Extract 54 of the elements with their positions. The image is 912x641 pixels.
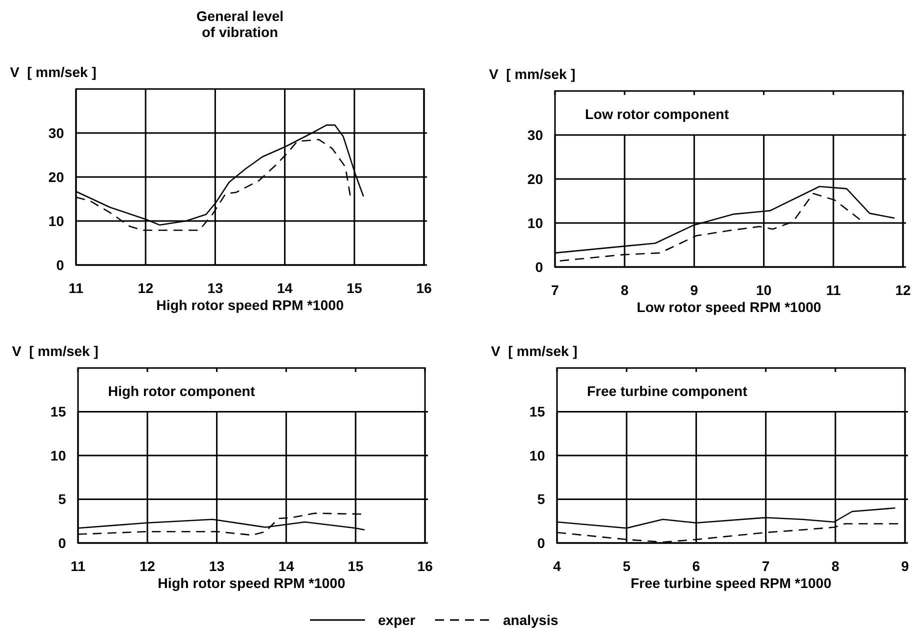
y-axis-title: V [ mm/sek ] xyxy=(10,64,96,80)
x-tick-label: 11 xyxy=(70,558,86,574)
legend-label: exper xyxy=(378,612,416,628)
y-tick-label: 0 xyxy=(535,258,544,275)
y-axis-title: V [ mm/sek ] xyxy=(489,66,576,82)
x-tick-label: 16 xyxy=(416,280,432,296)
x-tick-label: 5 xyxy=(622,558,631,574)
x-tick-label: 8 xyxy=(832,558,840,574)
x-tick-label: 9 xyxy=(690,282,698,298)
x-tick-label: 6 xyxy=(692,558,700,574)
x-axis-title: Low rotor speed RPM *1000 xyxy=(636,299,822,315)
y-tick-label: 30 xyxy=(527,126,544,143)
chart-title: General level of vibration xyxy=(196,8,284,40)
x-tick-label: 14 xyxy=(278,558,294,574)
x-axis-title: Free turbine speed RPM *1000 xyxy=(630,575,832,591)
y-tick-label: 30 xyxy=(48,124,64,141)
x-tick-label: 12 xyxy=(895,282,911,298)
x-tick-label: 9 xyxy=(901,558,910,574)
x-axis-title: High rotor speed RPM *1000 xyxy=(158,575,346,591)
legend-label: analysis xyxy=(503,612,558,628)
x-tick-label: 11 xyxy=(68,280,84,296)
x-tick-label: 13 xyxy=(207,280,224,296)
y-tick-label: 15 xyxy=(50,404,66,420)
x-tick-label: 12 xyxy=(140,558,156,574)
y-tick-label: 5 xyxy=(58,491,66,508)
x-tick-label: 4 xyxy=(553,558,562,574)
x-tick-label: 14 xyxy=(277,280,293,296)
text: High rotor component xyxy=(108,383,256,399)
y-tick-label: 10 xyxy=(48,212,64,229)
y-tick-label: 10 xyxy=(529,447,546,464)
x-tick-label: 15 xyxy=(346,280,362,296)
x-tick-label: 13 xyxy=(209,558,225,574)
text: Low rotor component xyxy=(585,106,730,122)
y-tick-label: 5 xyxy=(537,491,546,508)
x-tick-label: 8 xyxy=(620,282,629,298)
x-tick-label: 7 xyxy=(551,282,560,298)
x-tick-label: 7 xyxy=(762,558,770,574)
x-tick-label: 11 xyxy=(826,282,842,298)
x-tick-label: 16 xyxy=(417,558,433,574)
x-tick-label: 15 xyxy=(348,558,364,574)
y-tick-label: 15 xyxy=(529,404,546,420)
y-axis-title: V [ mm/sek ] xyxy=(12,343,98,359)
text: Free turbine component xyxy=(587,383,748,399)
x-tick-label: 12 xyxy=(138,280,154,296)
y-tick-label: 20 xyxy=(48,168,64,185)
x-tick-label: 10 xyxy=(756,282,772,298)
x-axis-title: High rotor speed RPM *1000 xyxy=(156,297,344,313)
y-tick-label: 0 xyxy=(537,534,546,551)
y-tick-label: 0 xyxy=(58,534,66,551)
y-axis-title: V [ mm/sek ] xyxy=(491,343,578,359)
y-tick-label: 20 xyxy=(527,170,544,187)
y-tick-label: 0 xyxy=(56,256,64,273)
y-tick-label: 10 xyxy=(50,447,66,464)
y-tick-label: 10 xyxy=(527,214,544,231)
